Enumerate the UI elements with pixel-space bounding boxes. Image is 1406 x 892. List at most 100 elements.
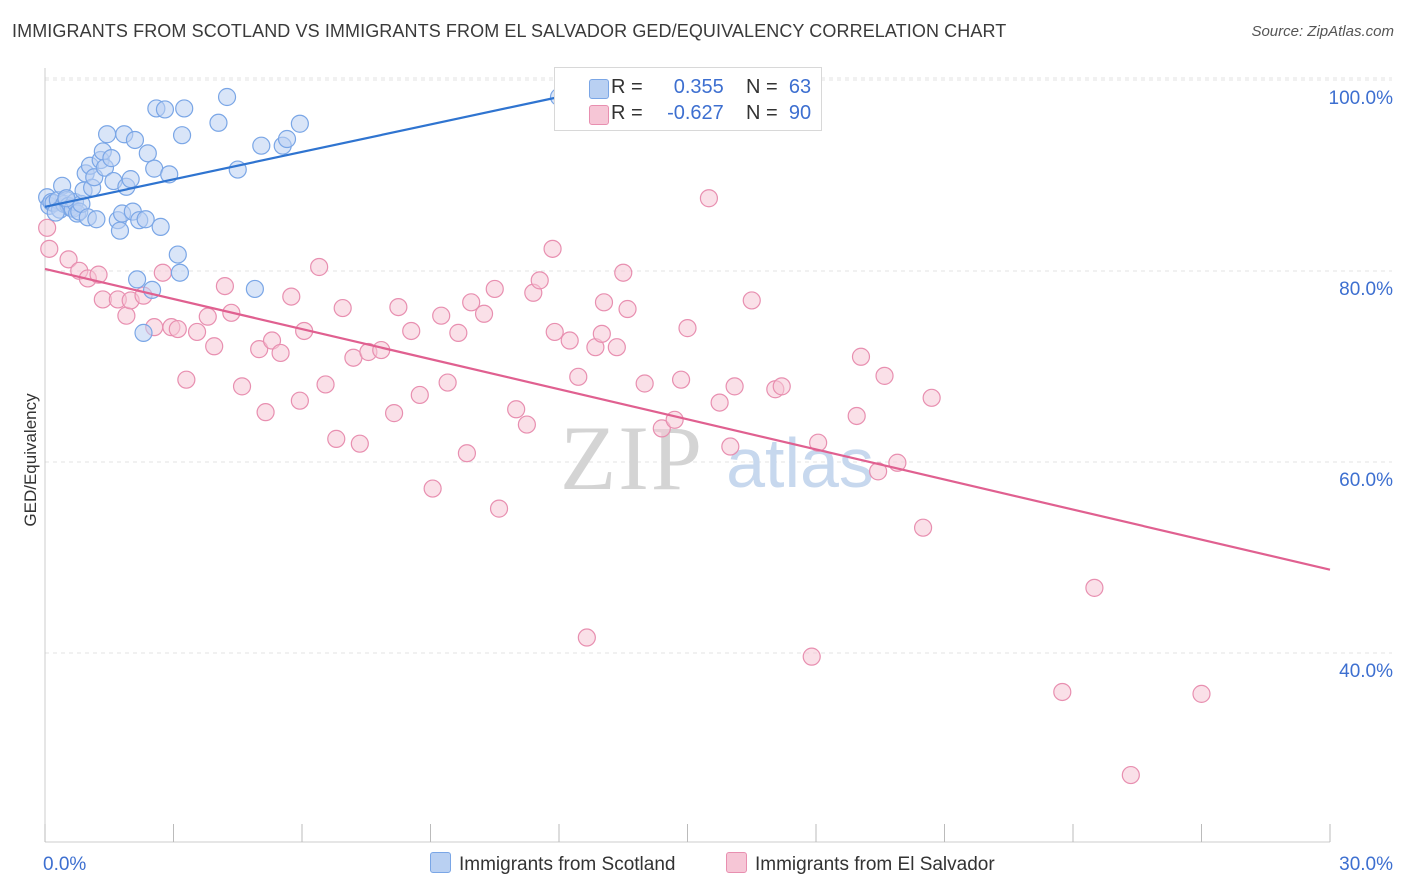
data-point: [102, 149, 121, 168]
data-point: [333, 298, 352, 318]
correlation-legend: R = 0.355 N = 63 R = -0.627 N = 90: [554, 67, 822, 131]
data-point: [875, 366, 894, 385]
y-tick-label: 40.0%: [1339, 661, 1393, 682]
data-point: [153, 263, 172, 282]
data-point: [252, 136, 271, 155]
data-point: [517, 415, 536, 434]
chart-title: IMMIGRANTS FROM SCOTLAND VS IMMIGRANTS F…: [12, 21, 1007, 41]
legend-n-label: N =: [746, 76, 778, 98]
y-tick-label: 80.0%: [1339, 279, 1393, 300]
data-point: [89, 265, 108, 284]
data-point: [310, 257, 329, 277]
data-point: [121, 170, 140, 189]
data-point: [438, 373, 457, 392]
data-point: [543, 239, 562, 258]
data-point: [530, 271, 549, 290]
data-point: [485, 279, 504, 299]
data-point: [1121, 765, 1140, 785]
x-tick-label: 0.0%: [43, 854, 86, 875]
data-point: [1085, 578, 1104, 597]
data-point: [710, 393, 729, 412]
data-point: [577, 628, 596, 647]
legend-r-label: R =: [611, 76, 643, 98]
watermark-atlas: atlas: [726, 424, 874, 502]
data-point: [652, 419, 671, 438]
data-point: [423, 479, 442, 498]
data-point: [560, 331, 579, 350]
tick-labels: 40.0% 60.0% 80.0% 100.0% 0.0% 30.0%: [43, 88, 1393, 875]
data-point: [250, 340, 269, 359]
x-tick-label: 30.0%: [1339, 854, 1393, 875]
data-point: [678, 319, 697, 338]
data-point: [474, 304, 494, 323]
data-point: [282, 287, 301, 306]
y-axis-label: GED/Equivalency: [21, 393, 40, 527]
bottom-legend-swatch-scotland: [430, 852, 451, 873]
data-point: [607, 338, 626, 357]
data-point: [316, 375, 335, 394]
data-point: [721, 437, 740, 456]
data-point: [134, 323, 153, 342]
trend-line-el-salvador: [44, 267, 1331, 571]
legend-row-scotland: R = 0.355 N = 63: [589, 76, 812, 99]
bottom-legend-label-scotland: Immigrants from Scotland: [459, 854, 676, 875]
data-point: [38, 218, 57, 237]
data-point: [922, 388, 941, 407]
data-point: [290, 391, 309, 410]
y-tick-label: 60.0%: [1339, 470, 1393, 491]
legend-r-label: R =: [611, 102, 643, 124]
data-point: [256, 403, 275, 422]
data-point: [198, 307, 217, 326]
legend-n-value: 63: [788, 76, 812, 98]
data-point: [847, 406, 866, 426]
data-point: [125, 130, 145, 150]
data-point: [170, 263, 190, 282]
bottom-legend-scotland: Immigrants from Scotland: [430, 852, 675, 876]
data-point: [168, 319, 187, 339]
legend-n-label: N =: [746, 102, 778, 124]
legend-swatch-scotland: [589, 79, 609, 99]
data-point: [350, 434, 369, 453]
data-point: [245, 279, 264, 299]
y-tick-label: 100.0%: [1329, 88, 1394, 109]
legend-r-value: -0.627: [667, 102, 724, 124]
data-point: [177, 370, 196, 389]
data-point: [725, 377, 744, 396]
data-point: [618, 299, 637, 319]
data-point: [432, 306, 451, 325]
data-point: [457, 444, 477, 463]
bottom-legend-el-salvador: Immigrants from El Salvador: [726, 852, 995, 876]
data-point: [127, 270, 147, 289]
data-point: [1192, 684, 1211, 703]
trend-line-scotland: [44, 95, 560, 208]
data-point: [389, 298, 408, 317]
data-point: [172, 126, 192, 145]
watermark: ZIP atlas: [560, 407, 874, 509]
data-point: [110, 221, 130, 240]
data-point: [215, 276, 234, 296]
data-point: [545, 322, 564, 342]
data-point: [262, 331, 282, 350]
data-point: [277, 129, 297, 149]
data-point: [772, 377, 791, 396]
source-label: Source: ZipAtlas.com: [1251, 23, 1394, 40]
data-point: [98, 125, 117, 144]
data-point: [671, 370, 691, 389]
data-point: [635, 374, 654, 393]
data-point: [569, 367, 588, 386]
data-point: [489, 499, 509, 518]
data-point: [594, 293, 614, 312]
data-point: [187, 322, 207, 342]
data-point: [151, 217, 170, 236]
bottom-legend-label-el-salvador: Immigrants from El Salvador: [755, 854, 995, 875]
data-point: [155, 100, 175, 119]
data-point: [327, 429, 346, 448]
legend-r-value: 0.355: [673, 76, 724, 98]
legend-swatch-el-salvador: [589, 105, 609, 125]
data-point: [462, 293, 481, 312]
trend-lines: [44, 95, 1331, 571]
series-el-salvador-points: [38, 189, 1211, 785]
legend-n-value: 90: [788, 102, 812, 124]
legend-row-el-salvador: R = -0.627 N = 90: [589, 102, 812, 125]
